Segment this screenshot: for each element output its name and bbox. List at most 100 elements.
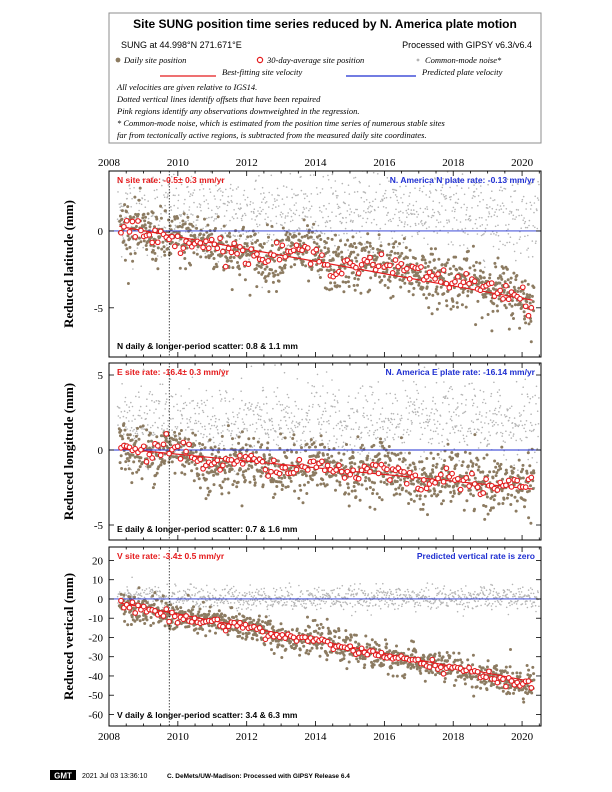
common-mode-point: [247, 443, 250, 446]
common-mode-point: [253, 212, 255, 214]
daily-point: [366, 232, 370, 236]
daily-point: [398, 492, 402, 496]
daily-point: [338, 284, 342, 288]
common-mode-point: [489, 197, 492, 199]
common-mode-point: [346, 210, 349, 212]
common-mode-point: [339, 428, 341, 430]
daily-point: [520, 489, 524, 493]
common-mode-point: [458, 179, 461, 182]
daily-point: [259, 474, 263, 478]
daily-point: [327, 448, 331, 451]
common-mode-point: [415, 210, 418, 213]
common-mode-point: [184, 590, 187, 593]
common-mode-point: [356, 208, 359, 211]
common-mode-point: [321, 413, 324, 416]
common-mode-point: [270, 174, 273, 177]
common-mode-point: [123, 410, 126, 413]
daily-point: [286, 485, 290, 489]
common-mode-point: [289, 208, 291, 210]
common-mode-point: [420, 426, 423, 429]
common-mode-point: [337, 422, 340, 425]
common-mode-point: [227, 195, 230, 198]
avg30-point: [469, 470, 475, 477]
daily-point: [243, 478, 247, 482]
common-mode-point: [250, 210, 253, 213]
daily-point: [357, 465, 361, 469]
daily-point: [408, 463, 412, 467]
common-mode-point: [256, 215, 259, 217]
daily-point: [332, 447, 336, 451]
daily-point: [283, 266, 287, 270]
common-mode-point: [235, 589, 237, 592]
common-mode-point: [399, 210, 402, 213]
common-mode-point: [483, 233, 485, 235]
common-mode-point: [384, 223, 387, 226]
common-mode-point: [324, 243, 326, 246]
common-mode-point: [249, 203, 251, 206]
common-mode-point: [223, 375, 225, 377]
avg30-point: [149, 239, 156, 246]
common-mode-point: [218, 444, 220, 447]
daily-point: [378, 248, 382, 252]
common-mode-point: [307, 382, 309, 384]
daily-point: [280, 268, 284, 272]
common-mode-point: [256, 225, 259, 228]
common-mode-point: [258, 414, 260, 417]
common-mode-point: [221, 440, 223, 443]
common-mode-point: [303, 193, 305, 195]
avg30-point: [474, 484, 481, 491]
common-mode-point: [236, 202, 238, 205]
daily-point: [482, 456, 486, 460]
common-mode-point: [336, 400, 339, 402]
common-mode-point: [515, 208, 518, 211]
common-mode-point: [266, 412, 268, 414]
common-mode-point: [304, 440, 306, 442]
daily-point: [343, 491, 347, 495]
common-mode-point: [282, 436, 285, 439]
common-mode-point: [452, 428, 455, 430]
common-mode-point: [312, 403, 314, 406]
common-mode-point: [351, 229, 354, 231]
common-mode-point: [436, 420, 439, 423]
common-mode-point: [485, 412, 488, 414]
common-mode-point: [413, 209, 415, 211]
common-mode-point: [271, 194, 273, 196]
daily-point: [259, 445, 263, 449]
common-mode-point: [397, 202, 400, 204]
daily-point: [300, 469, 304, 473]
avg30-point: [350, 467, 356, 474]
daily-point: [198, 486, 202, 490]
daily-point: [146, 212, 150, 216]
common-mode-point: [387, 427, 389, 429]
avg30-point: [372, 266, 379, 273]
common-mode-point: [265, 402, 268, 405]
y-axis-label: Reduced latitude (mm): [61, 200, 76, 328]
daily-point: [148, 225, 152, 229]
common-mode-point: [434, 423, 436, 426]
avg30-point: [341, 475, 348, 481]
avg30-point: [435, 271, 441, 277]
common-mode-point: [410, 423, 413, 425]
common-mode-point: [249, 408, 252, 410]
common-mode-point: [272, 234, 275, 236]
common-mode-point: [287, 427, 290, 430]
common-mode-point: [471, 398, 474, 401]
daily-point: [531, 487, 535, 491]
y-axis-label: Reduced longitude (mm): [61, 383, 76, 520]
common-mode-point: [160, 213, 162, 215]
common-mode-point: [289, 431, 291, 434]
common-mode-point: [456, 407, 458, 409]
common-mode-point: [341, 221, 343, 224]
daily-point: [162, 461, 166, 465]
daily-point: [204, 477, 208, 481]
common-mode-point: [125, 594, 128, 597]
daily-point: [371, 458, 375, 462]
common-mode-point: [174, 194, 176, 197]
common-mode-point: [391, 418, 393, 421]
daily-point: [351, 245, 355, 248]
common-mode-point: [504, 416, 507, 418]
common-mode-point: [290, 215, 293, 218]
daily-point: [159, 216, 163, 220]
daily-point: [206, 486, 210, 490]
daily-point: [180, 225, 184, 229]
